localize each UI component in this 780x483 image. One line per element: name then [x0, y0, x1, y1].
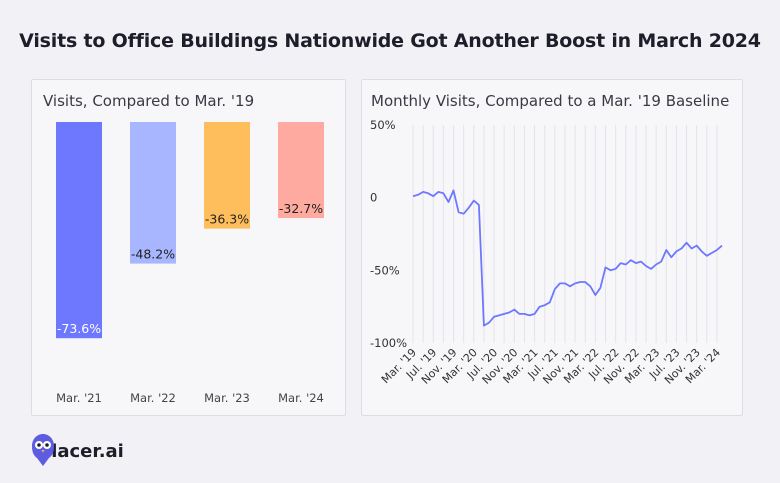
line-chart-title: Monthly Visits, Compared to a Mar. '19 B…: [371, 92, 730, 110]
bar-value-label: -48.2%: [131, 247, 175, 262]
x-tick-label: Mar. '21: [56, 391, 102, 405]
line-chart-panel: Monthly Visits, Compared to a Mar. '19 B…: [361, 79, 743, 416]
bar: [278, 122, 324, 219]
x-tick-label: Mar. '22: [130, 391, 176, 405]
y-tick-label: -50%: [370, 263, 400, 277]
brand-logo: Placer.ai: [32, 433, 124, 469]
bar: [130, 122, 176, 264]
bar-value-label: -36.3%: [205, 212, 249, 227]
bar-chart: -73.6% Mar. '21 -48.2% Mar. '22 -36.3% Mar. '…: [56, 122, 324, 405]
brand-name: Placer.ai: [38, 440, 124, 462]
page-title: Visits to Office Buildings Nationwide Go…: [19, 30, 761, 52]
y-tick-label: -100%: [370, 336, 407, 350]
x-tick-label: Mar. '24: [278, 391, 324, 405]
owl-logo-icon: [32, 434, 54, 466]
series-line: [412, 189, 723, 327]
x-tick-label: Mar. '23: [204, 391, 250, 405]
bar-value-label: -73.6%: [57, 321, 101, 336]
bar-chart-title: Visits, Compared to Mar. '19: [43, 92, 255, 110]
y-tick-label: 0: [370, 191, 377, 205]
bar: [56, 122, 102, 339]
bar-chart-panel: Visits, Compared to Mar. '19 -73.6% Mar. …: [31, 79, 346, 416]
bar-value-label: -32.7%: [279, 201, 323, 216]
y-tick-label: 50%: [370, 118, 396, 132]
bar: [204, 122, 250, 229]
